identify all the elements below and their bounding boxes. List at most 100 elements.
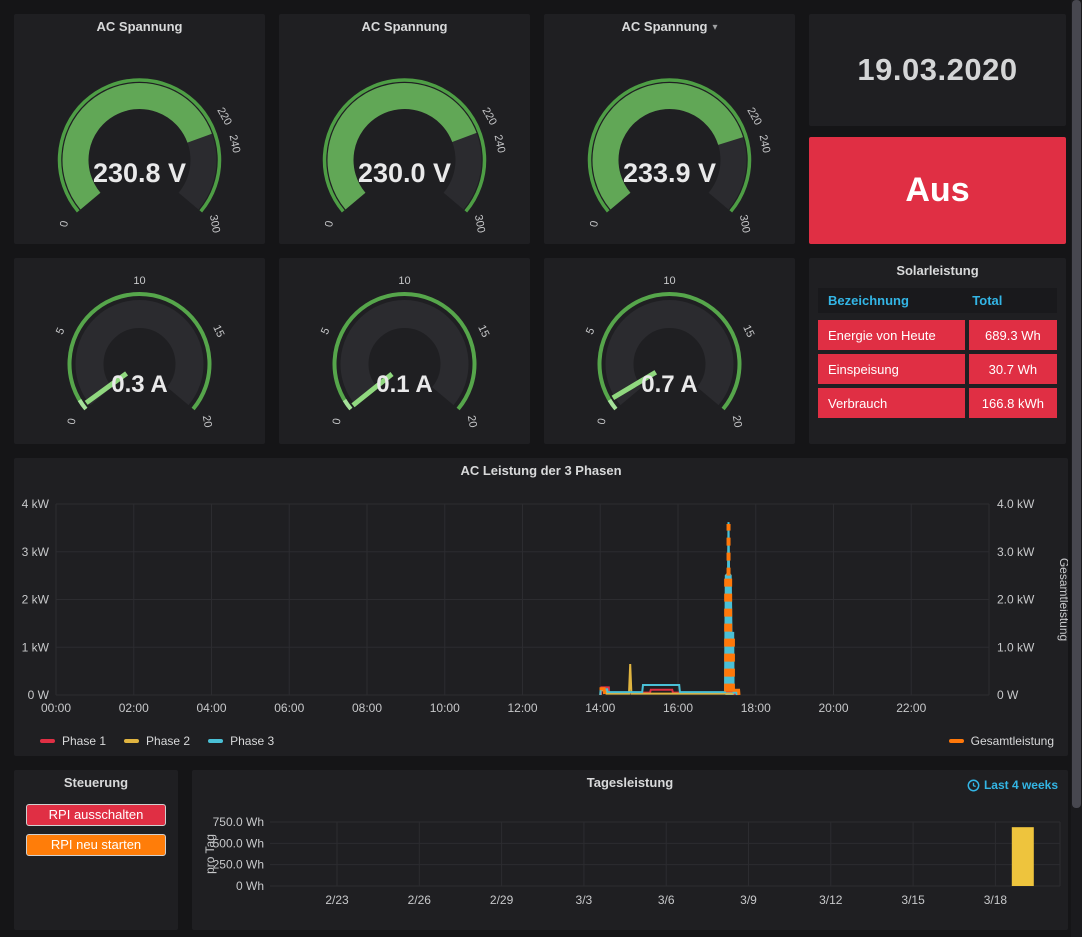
y-axis-label-left: 1 kW (22, 640, 50, 654)
x-axis-label: 08:00 (352, 701, 382, 715)
grafana-dashboard: AC Spannung 0 220 240 300 230.8 V AC Spannun… (0, 0, 1082, 937)
gauge-value: 230.8 V (93, 158, 186, 188)
gauge-tick-label: 5 (319, 326, 332, 337)
y-axis-label-right: 1.0 kW (997, 640, 1035, 654)
x-axis-label: 3/3 (576, 893, 593, 907)
x-axis-label: 20:00 (818, 701, 848, 715)
panel-title-text: AC Spannung (97, 19, 183, 34)
panel-ac-voltage-2: AC Spannung 0220240300230.0 V (279, 14, 530, 244)
x-axis-label: 3/18 (984, 893, 1008, 907)
gauge-value: 0.7 A (641, 371, 697, 398)
power-switch-stat[interactable]: Aus (809, 137, 1066, 244)
y-axis-label: 500.0 Wh (213, 836, 264, 850)
x-axis-label: 04:00 (196, 701, 226, 715)
panel-title-text: Solarleistung (896, 263, 978, 278)
x-axis-label: 3/6 (658, 893, 675, 907)
x-axis-label: 16:00 (663, 701, 693, 715)
gauge-tick-label: 15 (210, 323, 226, 339)
x-axis-label: 2/26 (408, 893, 432, 907)
gauge-tick-label: 5 (584, 326, 597, 337)
panel-ac-current-2: 051015200.1 A (279, 258, 530, 444)
power-switch-label: Aus (905, 171, 969, 210)
x-axis-label: 3/9 (740, 893, 757, 907)
panel-title[interactable]: Solarleistung (809, 258, 1066, 284)
panel-title[interactable]: Steuerung (14, 770, 178, 796)
col-header-total[interactable]: Total (959, 293, 1057, 308)
gauge-tick-label: 300 (207, 214, 222, 234)
gauge-tick-label: 220 (479, 106, 498, 128)
solar-row-total: 30.7 Wh (969, 354, 1057, 384)
gauge-tick-label: 240 (492, 134, 508, 154)
bar-3/19 (1012, 827, 1034, 886)
panel-title-text: AC Leistung der 3 Phasen (460, 463, 621, 478)
panel-title-text: AC Spannung (622, 19, 708, 34)
panel-title[interactable]: AC Spannung ▾ (544, 14, 795, 40)
legend-item-gesamtleistung[interactable]: Gesamtleistung (949, 734, 1054, 748)
gauge-tick-label: 220 (214, 106, 233, 128)
gauge-value: 233.9 V (623, 158, 716, 188)
legend-swatch-icon (40, 739, 55, 743)
x-axis-label: 3/15 (901, 893, 925, 907)
gauge-tick-label: 220 (744, 106, 763, 128)
panel-title-text: Steuerung (64, 775, 128, 790)
y-axis-label-left: 4 kW (22, 497, 50, 511)
y-axis-label-right: 0 W (997, 688, 1019, 702)
legend-swatch-icon (949, 739, 964, 743)
gauge-tick-label: 15 (475, 323, 491, 339)
series-phase-3 (600, 522, 736, 695)
legend-label: Gesamtleistung (971, 734, 1054, 748)
legend-label: Phase 3 (230, 734, 274, 748)
panel-title[interactable]: AC Spannung (14, 14, 265, 40)
gauge-tick-label: 0 (323, 220, 336, 228)
solar-row-label: Einspeisung (818, 354, 965, 384)
voltage-gauge-3: 0220240300233.9 V (544, 40, 795, 245)
legend-swatch-icon (208, 739, 223, 743)
panel-tagesleistung: Tagesleistung Last 4 weeks 2/232/262/293… (192, 770, 1068, 930)
col-header-bezeichnung[interactable]: Bezeichnung (818, 293, 959, 308)
scrollbar-thumb[interactable] (1072, 0, 1081, 808)
x-axis-label: 00:00 (41, 701, 71, 715)
gauge-value: 0.3 A (111, 371, 167, 398)
panel-title[interactable]: AC Spannung (279, 14, 530, 40)
y-axis-label-left: 3 kW (22, 545, 50, 559)
gauge-tick-label: 0 (588, 220, 601, 228)
y-axis-label-right: 4.0 kW (997, 497, 1035, 511)
gauge-tick-label: 10 (398, 275, 410, 287)
panel-title-text: AC Spannung (362, 19, 448, 34)
legend-label: Phase 2 (146, 734, 190, 748)
solar-table-row: Verbrauch166.8 kWh (818, 388, 1057, 418)
chevron-down-icon[interactable]: ▾ (712, 15, 717, 41)
legend-item-phase-3[interactable]: Phase 3 (208, 734, 274, 748)
panel-title[interactable]: AC Leistung der 3 Phasen (14, 458, 1068, 484)
y-axis-label-right: 3.0 kW (997, 545, 1035, 559)
gauge-value: 0.1 A (376, 371, 432, 398)
legend-item-phase-2[interactable]: Phase 2 (124, 734, 190, 748)
daily-chart-plot[interactable]: 2/232/262/293/33/63/93/123/153/18750.0 W… (192, 770, 1068, 930)
gauge-tick-label: 0 (596, 417, 609, 425)
gauge-tick-label: 0 (66, 417, 79, 425)
gauge-tick-label: 10 (133, 275, 145, 287)
panel-ac-leistung: AC Leistung der 3 Phasen 4 kW 3 kW 2 kW 1 k… (14, 458, 1068, 756)
y-axis-label: 750.0 Wh (213, 815, 264, 829)
panel-ac-current-3: 051015200.7 A (544, 258, 795, 444)
y-axis-label-left: 0 W (28, 688, 50, 702)
y-axis-label-left: 2 kW (22, 593, 50, 607)
x-axis-label: 3/12 (819, 893, 843, 907)
y-axis-label: 0 Wh (236, 879, 264, 893)
x-axis-label: 14:00 (585, 701, 615, 715)
rpi-shutdown-button[interactable]: RPI ausschalten (26, 804, 166, 826)
gauge-tick-label: 20 (465, 414, 479, 428)
legend-item-phase-1[interactable]: Phase 1 (40, 734, 106, 748)
scrollbar-track[interactable] (1071, 0, 1082, 937)
phase-chart-plot[interactable]: 4 kW3 kW2 kW1 kW0 W4.0 kW3.0 kW2.0 kW1.0… (14, 484, 1068, 724)
panel-date: 19.03.2020 (809, 14, 1066, 126)
panel-ac-voltage-1: AC Spannung 0220240300230.8 V (14, 14, 265, 244)
x-axis-label: 2/29 (490, 893, 514, 907)
x-axis-label: 12:00 (507, 701, 537, 715)
gauge-tick-label: 0 (58, 220, 71, 228)
legend-swatch-icon (124, 739, 139, 743)
panel-ac-voltage-3: AC Spannung▾ 0220240300233.9 V (544, 14, 795, 244)
rpi-restart-button[interactable]: RPI neu starten (26, 834, 166, 856)
gauge-tick-label: 300 (472, 214, 487, 234)
gauge-tick-label: 240 (757, 134, 773, 154)
